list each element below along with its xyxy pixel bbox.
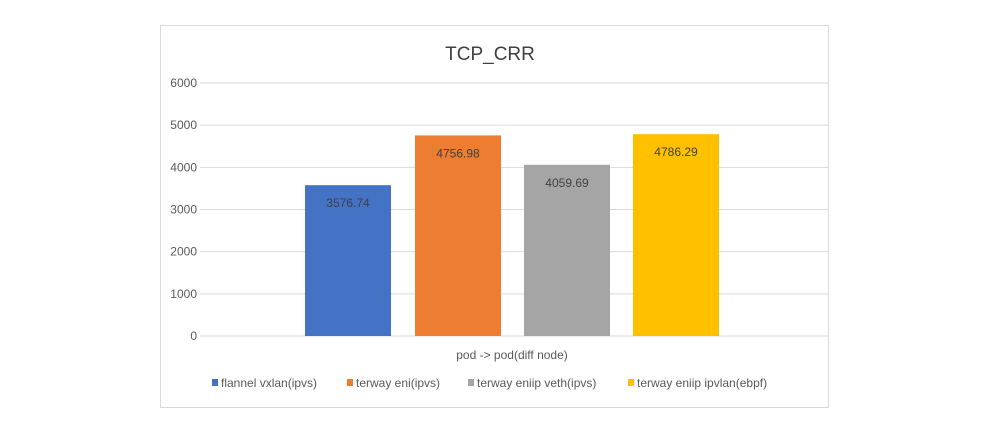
legend-label: terway eniip ipvlan(ebpf)	[637, 376, 767, 390]
y-tick-label: 3000	[170, 203, 197, 217]
legend-swatch	[347, 379, 353, 386]
y-tick-label: 2000	[170, 245, 197, 259]
legend-swatch	[468, 379, 474, 386]
bar	[524, 164, 610, 336]
legend-swatch	[212, 379, 218, 386]
bar	[415, 135, 501, 336]
data-label: 3576.74	[326, 196, 370, 210]
chart-title: TCP_CRR	[445, 44, 535, 65]
y-tick-label: 5000	[170, 118, 197, 132]
data-label: 4786.29	[654, 145, 698, 159]
legend-swatch	[628, 379, 634, 386]
data-label: 4059.69	[545, 176, 589, 190]
legend-label: terway eniip veth(ipvs)	[477, 376, 596, 390]
y-tick-label: 4000	[170, 160, 197, 174]
bar	[633, 134, 719, 336]
legend-label: flannel vxlan(ipvs)	[221, 376, 317, 390]
data-label: 4756.98	[436, 146, 480, 160]
y-tick-label: 0	[190, 329, 197, 343]
x-category-label: pod -> pod(diff node)	[456, 348, 568, 362]
legend-label: terway eni(ipvs)	[356, 376, 440, 390]
y-tick-label: 1000	[170, 287, 197, 301]
y-tick-label: 6000	[170, 76, 197, 90]
bar	[305, 185, 391, 336]
